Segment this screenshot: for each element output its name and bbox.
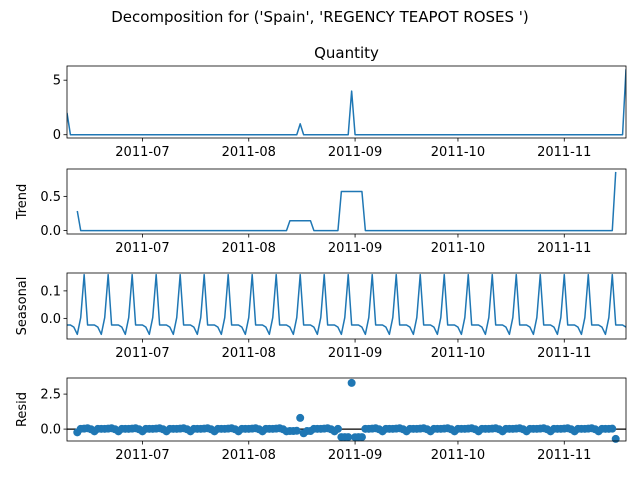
y-tick-label: 0.5 — [40, 190, 61, 205]
x-tick-label: 2011-07 — [115, 346, 169, 361]
y-axis-label: Trend — [15, 184, 30, 221]
x-tick-label: 2011-11 — [537, 346, 591, 361]
y-tick-label: 2.5 — [40, 388, 61, 403]
axes-frame — [66, 377, 627, 442]
y-tick-label: 0.0 — [40, 312, 61, 327]
x-tick-label: 2011-07 — [115, 145, 169, 160]
panel-seasonal: 0.0 0.1 2011-07 2011-08 2011-09 2011-10 2011-1… — [15, 272, 627, 361]
panel-trend: 0.0 0.5 2011-07 2011-08 2011-09 2011-10 2011-1… — [15, 168, 627, 256]
y-tick-label: 0.0 — [40, 423, 61, 438]
x-tick-label: 2011-08 — [222, 448, 276, 463]
x-tick-label: 2011-11 — [537, 448, 591, 463]
x-tick-label: 2011-10 — [431, 448, 485, 463]
axes-frame — [66, 65, 627, 139]
figure-suptitle: Decomposition for ('Spain', 'REGENCY TEA… — [111, 8, 529, 26]
x-tick-label: 2011-08 — [222, 145, 276, 160]
resid-point — [292, 426, 301, 435]
resid-point — [347, 378, 356, 387]
series-line — [67, 273, 626, 336]
axes-frame — [66, 272, 627, 340]
panel-title: Quantity — [314, 44, 379, 62]
x-tick-label: 2011-10 — [431, 145, 485, 160]
chart-panels: 0 5 2011-07 2011-08 2011-09 2011-10 2011-11 Qua… — [15, 44, 627, 463]
x-tick-label: 2011-11 — [537, 145, 591, 160]
x-tick-label: 2011-09 — [328, 241, 382, 256]
axes-frame — [66, 168, 627, 235]
x-tick-label: 2011-08 — [222, 346, 276, 361]
panel-resid: 0.0 2.5 2011-07 2011-08 2011-09 2011-10 2011-1… — [15, 377, 627, 463]
resid-point — [608, 424, 617, 433]
y-tick-label: 0 — [53, 128, 61, 143]
y-axis-label: Resid — [15, 392, 30, 427]
x-tick-label: 2011-09 — [328, 346, 382, 361]
x-tick-label: 2011-09 — [328, 448, 382, 463]
panel-observed: 0 5 2011-07 2011-08 2011-09 2011-10 2011-11 Qua… — [53, 44, 627, 160]
x-tick-label: 2011-10 — [431, 346, 485, 361]
x-tick-label: 2011-07 — [115, 241, 169, 256]
x-tick-label: 2011-11 — [537, 241, 591, 256]
resid-point — [344, 433, 353, 442]
x-tick-label: 2011-09 — [328, 145, 382, 160]
x-tick-label: 2011-10 — [431, 241, 485, 256]
y-tick-label: 0.1 — [40, 284, 61, 299]
resid-point — [357, 433, 366, 442]
y-axis-label: Seasonal — [15, 277, 30, 336]
x-tick-label: 2011-07 — [115, 448, 169, 463]
x-tick-label: 2011-08 — [222, 241, 276, 256]
series-line — [67, 69, 626, 136]
y-tick-label: 5 — [53, 74, 61, 89]
resid-point — [296, 413, 305, 422]
series-line — [76, 171, 617, 232]
resid-point — [611, 434, 620, 443]
resid-point — [333, 424, 342, 433]
y-tick-label: 0.0 — [40, 224, 61, 239]
